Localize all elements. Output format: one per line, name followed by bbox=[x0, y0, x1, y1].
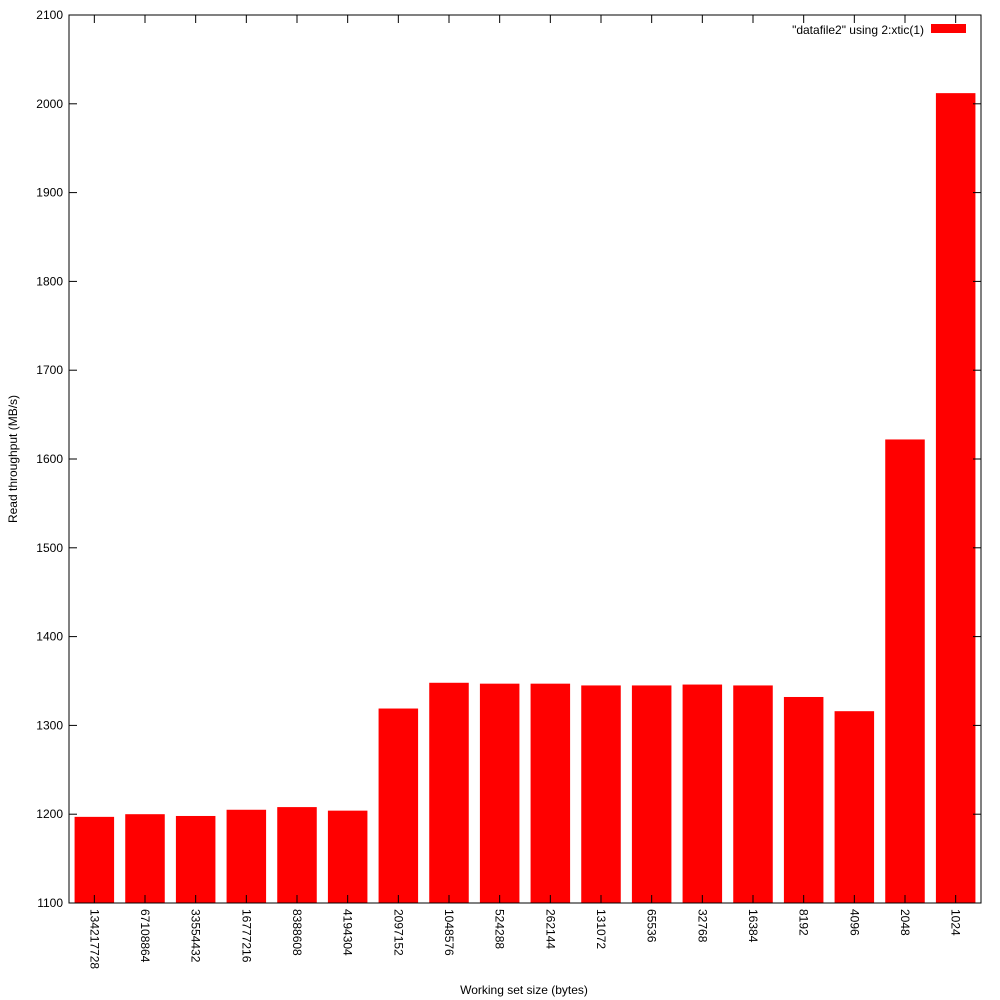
y-tick-label: 1600 bbox=[36, 452, 63, 466]
legend-label: "datafile2" using 2:xtic(1) bbox=[792, 23, 924, 37]
x-tick-label: 4194304 bbox=[341, 909, 355, 956]
x-tick-labels: 134217728 67108864 33554432 16777216 8388608… bbox=[87, 909, 962, 969]
ticks-group bbox=[69, 14, 981, 904]
y-tick-label: 1300 bbox=[36, 718, 63, 732]
x-tick-label: 33554432 bbox=[189, 909, 203, 963]
bar bbox=[631, 685, 672, 903]
x-tick-label: 2048 bbox=[898, 909, 912, 936]
y-tick-label: 1800 bbox=[36, 274, 63, 288]
bar bbox=[378, 708, 419, 903]
x-tick-label: 8192 bbox=[797, 909, 811, 936]
bar bbox=[74, 816, 115, 903]
x-tick-label: 16384 bbox=[746, 909, 760, 943]
bar bbox=[327, 810, 368, 903]
x-tick-label: 524288 bbox=[493, 909, 507, 949]
bar bbox=[530, 683, 571, 903]
y-tick-label: 1400 bbox=[36, 630, 63, 644]
x-tick-label: 262144 bbox=[543, 909, 557, 949]
x-tick-label: 32768 bbox=[695, 909, 709, 943]
bar bbox=[885, 439, 925, 903]
x-tick-label: 67108864 bbox=[138, 909, 152, 963]
bar bbox=[581, 685, 621, 903]
bar bbox=[226, 809, 267, 903]
bar bbox=[682, 684, 723, 903]
x-axis-label: Working set size (bytes) bbox=[460, 983, 588, 997]
bar bbox=[834, 711, 875, 903]
y-tick-label: 1700 bbox=[36, 363, 63, 377]
x-tick-label: 8388608 bbox=[290, 909, 304, 956]
bar bbox=[175, 815, 216, 903]
y-tick-label: 2000 bbox=[36, 97, 63, 111]
x-tick-label: 16777216 bbox=[239, 909, 253, 963]
x-tick-label: 65536 bbox=[645, 909, 659, 943]
y-axis-label: Read throughput (MB/s) bbox=[6, 395, 20, 523]
x-tick-label: 1048576 bbox=[442, 909, 456, 956]
bars-group bbox=[74, 93, 976, 904]
bar bbox=[125, 814, 165, 903]
x-tick-label: 2097152 bbox=[391, 909, 405, 956]
bar bbox=[479, 683, 520, 903]
legend: "datafile2" using 2:xtic(1) bbox=[792, 23, 966, 37]
bar bbox=[277, 807, 317, 903]
bar bbox=[733, 685, 773, 903]
x-tick-label: 134217728 bbox=[87, 909, 101, 969]
x-tick-label: 1024 bbox=[949, 909, 963, 936]
x-tick-label: 4096 bbox=[847, 909, 861, 936]
y-tick-label: 1200 bbox=[36, 807, 63, 821]
bar bbox=[429, 682, 469, 903]
y-tick-labels: 1100 1200 1300 1400 1500 1600 1700 1800 1900 2000… bbox=[36, 8, 63, 910]
x-tick-label: 131072 bbox=[594, 909, 608, 949]
bar bbox=[935, 93, 976, 904]
y-tick-label: 1100 bbox=[37, 896, 63, 910]
y-tick-label: 1500 bbox=[36, 541, 63, 555]
bar bbox=[783, 696, 824, 903]
y-tick-label: 1900 bbox=[36, 186, 63, 200]
y-tick-label: 2100 bbox=[36, 8, 63, 22]
legend-swatch bbox=[931, 24, 966, 33]
